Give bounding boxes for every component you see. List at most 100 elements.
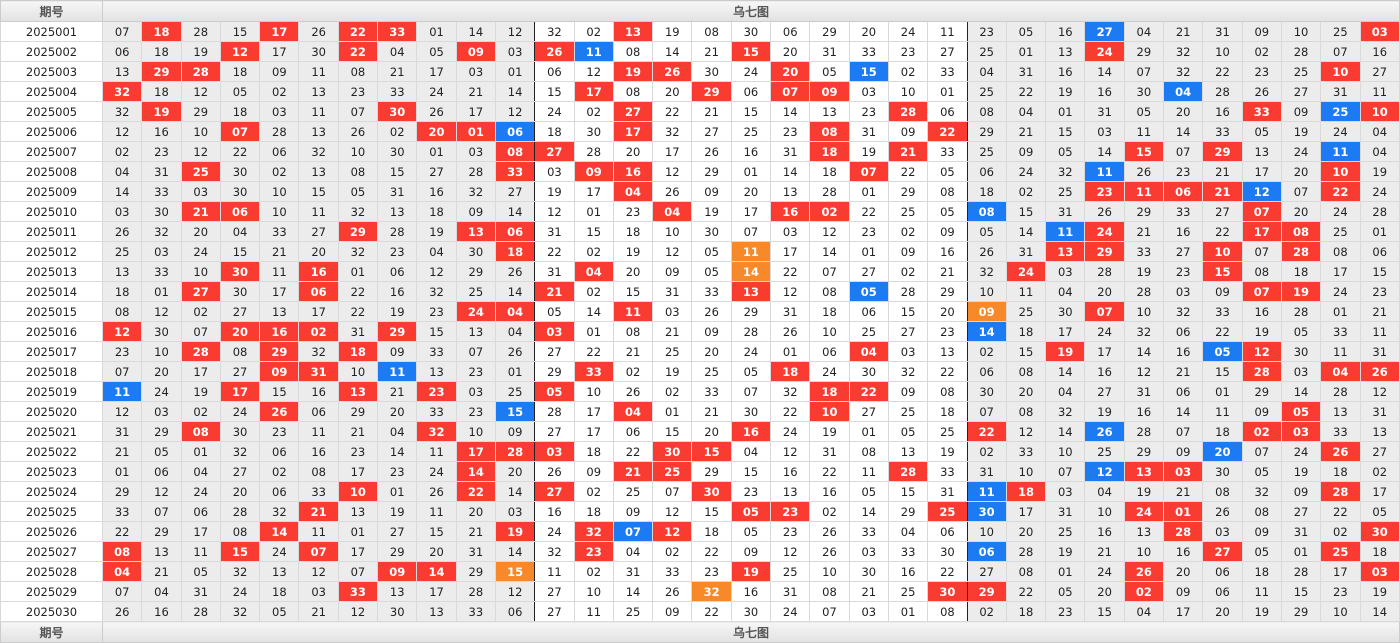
number-cell: 05 bbox=[534, 381, 575, 402]
table-row: 2025015 08 12 02 27 13 17 22 19 23 24 04 05 14 11 03 26 2… bbox=[0, 301, 1400, 322]
number-cell: 14 bbox=[494, 481, 536, 502]
number-cell: 31 bbox=[770, 301, 811, 322]
number-cell: 14 bbox=[573, 301, 614, 322]
number-cell: 23 bbox=[770, 521, 811, 542]
number-cell: 24 bbox=[1359, 181, 1400, 202]
number-cell: 06 bbox=[494, 121, 536, 142]
number-cell: 08 bbox=[1320, 241, 1361, 262]
number-cell: 24 bbox=[1084, 41, 1125, 62]
number-cell: 18 bbox=[573, 441, 614, 462]
number-cell: 21 bbox=[180, 201, 221, 222]
number-cell: 04 bbox=[1320, 361, 1361, 382]
number-cell: 32 bbox=[337, 201, 379, 222]
table-row: 2025019 11 24 19 17 15 16 13 21 23 03 25 05 10 26 02 33 0… bbox=[0, 381, 1400, 402]
number-cell: 08 bbox=[337, 61, 379, 82]
number-cell: 07 bbox=[219, 121, 261, 142]
number-cell: 22 bbox=[612, 441, 654, 462]
number-cell: 08 bbox=[809, 581, 850, 602]
number-cell: 02 bbox=[298, 321, 339, 342]
number-cell: 12 bbox=[573, 61, 614, 82]
number-cell: 08 bbox=[101, 541, 143, 562]
number-cell: 19 bbox=[1359, 581, 1400, 602]
number-cell: 09 bbox=[691, 321, 732, 342]
number-cell: 27 bbox=[298, 221, 339, 242]
number-cell: 12 bbox=[416, 261, 457, 282]
number-cell: 10 bbox=[1320, 601, 1361, 622]
number-cell: 25 bbox=[180, 161, 221, 182]
number-cell: 27 bbox=[377, 521, 418, 542]
number-cell: 19 bbox=[377, 301, 418, 322]
number-cell: 29 bbox=[1123, 41, 1165, 62]
number-cell: 02 bbox=[966, 341, 1007, 362]
number-cell: 12 bbox=[337, 601, 379, 622]
number-cell: 15 bbox=[691, 501, 732, 522]
number-cell: 01 bbox=[927, 81, 968, 102]
number-cell: 27 bbox=[848, 401, 889, 422]
number-cell: 23 bbox=[337, 441, 379, 462]
number-cell: 16 bbox=[887, 561, 929, 582]
number-cell: 28 bbox=[455, 581, 496, 602]
number-cell: 10 bbox=[1320, 61, 1361, 82]
number-cell: 27 bbox=[1084, 21, 1125, 42]
number-cell: 16 bbox=[1045, 21, 1086, 42]
number-cell: 01 bbox=[180, 441, 221, 462]
period-cell: 2025017 bbox=[0, 341, 103, 362]
number-cell: 30 bbox=[298, 41, 339, 62]
number-cell: 28 bbox=[180, 601, 221, 622]
number-cell: 21 bbox=[887, 141, 929, 162]
table-row: 2025008 04 31 25 30 02 13 08 15 27 28 33 03 09 16 12 29 0… bbox=[0, 161, 1400, 182]
number-cell: 09 bbox=[612, 501, 654, 522]
table-row: 2025028 04 21 05 32 13 12 07 09 14 29 15 11 02 31 33 23 1… bbox=[0, 561, 1400, 582]
number-cell: 06 bbox=[966, 361, 1007, 382]
number-cell: 15 bbox=[1084, 601, 1125, 622]
number-cell: 02 bbox=[1359, 461, 1400, 482]
number-cell: 07 bbox=[1241, 201, 1282, 222]
number-cell: 11 bbox=[1045, 221, 1086, 242]
number-cell: 11 bbox=[259, 261, 300, 282]
number-cell: 15 bbox=[730, 41, 772, 62]
number-cell: 05 bbox=[180, 561, 221, 582]
number-cell: 28 bbox=[887, 461, 929, 482]
number-cell: 08 bbox=[219, 521, 261, 542]
number-cell: 22 bbox=[337, 21, 379, 42]
number-cell: 23 bbox=[1084, 181, 1125, 202]
number-cell: 04 bbox=[494, 321, 536, 342]
period-column-header: 期号 bbox=[0, 0, 103, 22]
number-cell: 03 bbox=[494, 501, 536, 522]
number-cell: 21 bbox=[927, 261, 968, 282]
number-cell: 29 bbox=[730, 301, 772, 322]
number-cell: 14 bbox=[848, 501, 889, 522]
number-cell: 06 bbox=[730, 81, 772, 102]
number-cell: 29 bbox=[691, 461, 732, 482]
number-cell: 29 bbox=[927, 281, 968, 302]
number-cell: 19 bbox=[180, 381, 221, 402]
number-cell: 06 bbox=[927, 101, 968, 122]
number-cell: 03 bbox=[652, 301, 693, 322]
number-cell: 29 bbox=[1202, 141, 1243, 162]
number-cell: 32 bbox=[573, 521, 614, 542]
number-cell: 20 bbox=[1084, 581, 1125, 602]
number-cell: 23 bbox=[573, 541, 614, 562]
table-row: 2025003 13 29 28 18 09 11 08 21 17 03 01 06 12 19 26 30 2… bbox=[0, 61, 1400, 82]
number-cell: 13 bbox=[887, 441, 929, 462]
number-cell: 01 bbox=[1320, 301, 1361, 322]
number-cell: 12 bbox=[101, 401, 143, 422]
number-cell: 20 bbox=[416, 541, 457, 562]
number-cell: 32 bbox=[770, 381, 811, 402]
table-row: 2025024 29 12 24 20 06 33 10 01 26 22 14 27 02 25 07 30 2… bbox=[0, 481, 1400, 502]
number-cell: 01 bbox=[455, 121, 496, 142]
number-cell: 13 bbox=[1123, 461, 1165, 482]
number-cell: 16 bbox=[730, 141, 772, 162]
number-cell: 07 bbox=[809, 261, 850, 282]
number-cell: 04 bbox=[1005, 101, 1047, 122]
number-cell: 20 bbox=[770, 41, 811, 62]
number-cell: 08 bbox=[612, 81, 654, 102]
number-cell: 26 bbox=[259, 401, 300, 422]
number-cell: 08 bbox=[180, 421, 221, 442]
number-cell: 04 bbox=[180, 461, 221, 482]
number-cell: 32 bbox=[219, 441, 261, 462]
number-cell: 23 bbox=[416, 301, 457, 322]
number-cell: 26 bbox=[1202, 501, 1243, 522]
number-cell: 14 bbox=[1163, 401, 1204, 422]
number-cell: 19 bbox=[1045, 341, 1086, 362]
